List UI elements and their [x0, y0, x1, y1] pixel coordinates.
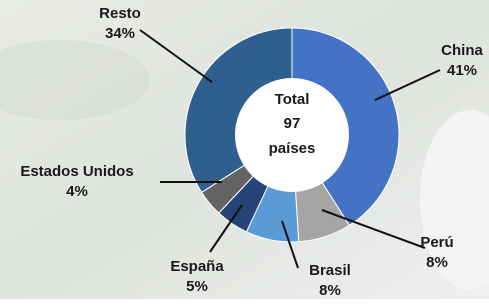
slice-value-label: 5%: [186, 278, 208, 295]
center-unit: países: [269, 140, 316, 157]
chart: Total 97 países China 41% Perú 8% Brasil 8% Es…: [0, 0, 489, 299]
center-title: Total: [275, 91, 310, 108]
slice-label: Estados Unidos: [20, 163, 133, 180]
slice-value-label: 8%: [319, 282, 341, 299]
slice-label: Perú: [420, 234, 453, 251]
center-count: 97: [284, 115, 301, 132]
slice-value-label: 34%: [105, 25, 135, 42]
slice-label: España: [170, 258, 224, 275]
slice-value-label: 41%: [447, 62, 477, 79]
slice-label: China: [441, 42, 483, 59]
slice-value-label: 4%: [66, 183, 88, 200]
slice-label: Resto: [99, 5, 141, 22]
slice-value-label: 8%: [426, 254, 448, 271]
slice-label: Brasil: [309, 262, 351, 279]
